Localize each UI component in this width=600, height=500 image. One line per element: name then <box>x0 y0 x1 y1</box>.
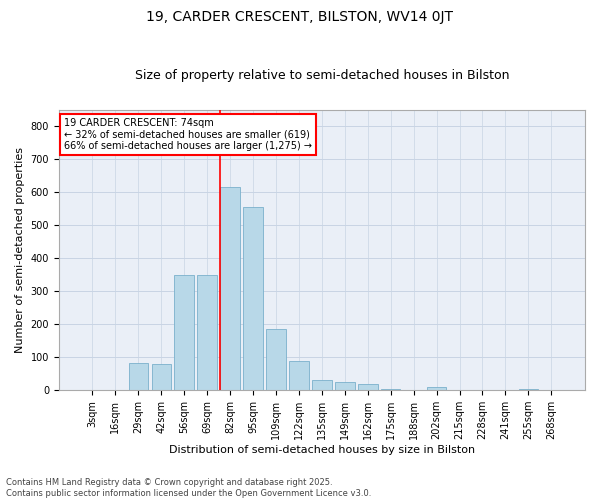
Bar <box>244 207 263 390</box>
Text: Contains HM Land Registry data © Crown copyright and database right 2025.
Contai: Contains HM Land Registry data © Crown c… <box>6 478 371 498</box>
Bar <box>312 380 332 390</box>
Bar <box>427 387 446 390</box>
Bar <box>220 187 240 390</box>
Bar <box>358 384 377 390</box>
Y-axis label: Number of semi-detached properties: Number of semi-detached properties <box>15 147 25 353</box>
Title: Size of property relative to semi-detached houses in Bilston: Size of property relative to semi-detach… <box>134 69 509 82</box>
Bar <box>335 382 355 390</box>
X-axis label: Distribution of semi-detached houses by size in Bilston: Distribution of semi-detached houses by … <box>169 445 475 455</box>
Bar <box>381 388 400 390</box>
Bar <box>152 364 171 390</box>
Text: 19 CARDER CRESCENT: 74sqm
← 32% of semi-detached houses are smaller (619)
66% of: 19 CARDER CRESCENT: 74sqm ← 32% of semi-… <box>64 118 312 151</box>
Bar <box>175 274 194 390</box>
Bar <box>128 363 148 390</box>
Text: 19, CARDER CRESCENT, BILSTON, WV14 0JT: 19, CARDER CRESCENT, BILSTON, WV14 0JT <box>146 10 454 24</box>
Bar <box>266 329 286 390</box>
Bar <box>197 274 217 390</box>
Bar <box>289 360 308 390</box>
Bar <box>518 388 538 390</box>
